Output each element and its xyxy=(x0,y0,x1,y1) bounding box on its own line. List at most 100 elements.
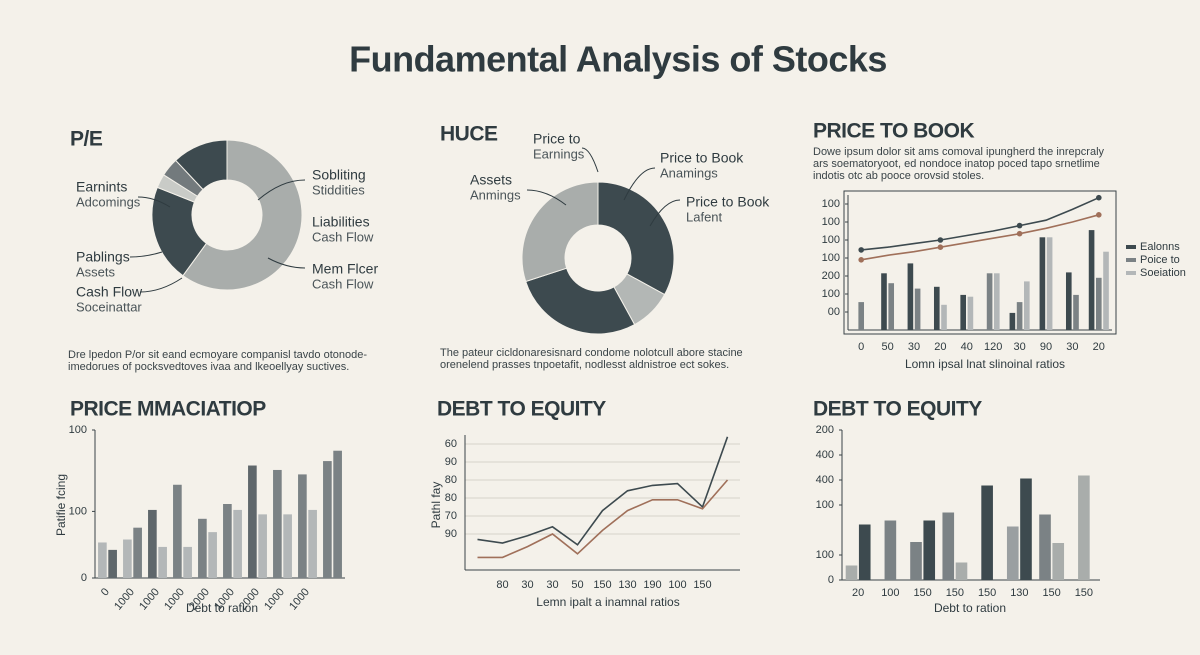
annotation-subtitle: Soceinattar xyxy=(76,299,142,314)
panel-title: HUCE xyxy=(440,123,498,146)
x-tick-label: 30 xyxy=(1013,341,1025,353)
annotation-title: Cash Flow xyxy=(76,284,143,300)
y-tick-label: 100 xyxy=(822,198,840,210)
x-tick-label: 100 xyxy=(881,587,899,599)
leader-line xyxy=(267,257,306,269)
x-tick-label: 150 xyxy=(1042,587,1060,599)
bar xyxy=(133,527,142,578)
y-tick-label: 90 xyxy=(445,528,457,540)
leader-line xyxy=(139,277,183,293)
annotation-subtitle: Stiddities xyxy=(312,182,365,197)
page-title: Fundamental Analysis of Stocks xyxy=(349,39,887,80)
line-point xyxy=(858,257,864,263)
x-tick-label: 0 xyxy=(99,586,112,598)
y-tick-label: 70 xyxy=(445,510,457,522)
donut-segment xyxy=(597,181,675,296)
x-tick-label: 100 xyxy=(668,579,686,591)
panel-title: DEBT TO EQUITY xyxy=(813,398,982,421)
x-tick-label: 1000 xyxy=(112,586,137,612)
y-tick-label: 400 xyxy=(816,474,834,486)
bar xyxy=(1009,312,1016,330)
donut-segment xyxy=(525,267,636,335)
leader-line xyxy=(623,167,656,201)
x-tick-label: 30 xyxy=(546,579,558,591)
x-tick-label: 50 xyxy=(881,341,893,353)
line-point xyxy=(1016,222,1023,229)
annotation-title: Pablings xyxy=(76,249,130,265)
bar xyxy=(910,542,922,580)
annotation-subtitle: Assets xyxy=(76,264,116,279)
bar xyxy=(98,542,107,578)
legend-label: Poice to xyxy=(1140,254,1180,266)
bar xyxy=(845,565,858,580)
annotation-subtitle: Adcomings xyxy=(76,194,141,209)
bar xyxy=(1095,277,1102,330)
bar xyxy=(1039,514,1051,580)
bar xyxy=(881,273,887,330)
bar xyxy=(1073,294,1079,330)
line xyxy=(861,214,1100,261)
x-tick-label: 1000 xyxy=(162,586,187,612)
y-tick-label: 100 xyxy=(816,499,834,511)
bar xyxy=(323,461,332,578)
annotation-subtitle: Cash Flow xyxy=(312,276,374,291)
legend-swatch xyxy=(1126,245,1136,249)
bar xyxy=(108,549,117,578)
legend-swatch xyxy=(1126,258,1136,262)
legend-label: Soeiation xyxy=(1140,267,1186,279)
annotation-subtitle: Anmings xyxy=(470,187,521,202)
description: ars soematoryoot, ed nondoce inatop poce… xyxy=(813,158,1100,170)
plot-frame xyxy=(843,190,1117,335)
y-tick-label: 200 xyxy=(816,424,834,436)
x-axis-label: Lemn ipalt a inamnal ratios xyxy=(536,595,679,609)
bar xyxy=(208,532,217,578)
x-tick-label: 1000 xyxy=(262,586,287,612)
y-tick-label: 200 xyxy=(822,270,840,282)
leader-line xyxy=(129,251,163,258)
y-tick-label: 80 xyxy=(445,492,457,504)
bar xyxy=(148,509,157,578)
bar xyxy=(1103,251,1109,330)
y-tick-label: 90 xyxy=(445,456,457,468)
description: indotis otc ab pooce orovsid stoles. xyxy=(813,170,984,182)
panel-title: PRICE MMACIATIOP xyxy=(70,398,266,421)
bar xyxy=(1046,237,1053,330)
y-tick-label: 00 xyxy=(828,306,840,318)
annotation-title: Price to Book xyxy=(686,194,770,210)
y-tick-label: 80 xyxy=(445,474,457,486)
annotation-subtitle: Anamings xyxy=(660,165,718,180)
x-tick-label: 150 xyxy=(978,587,996,599)
line xyxy=(861,196,1100,251)
line-point xyxy=(858,247,864,253)
x-axis-label: Lomn ipsal lnat slinoinal ratios xyxy=(905,357,1065,371)
line-point xyxy=(1096,194,1102,201)
x-tick-label: 20 xyxy=(852,587,864,599)
bar xyxy=(941,304,947,330)
bar xyxy=(233,509,242,578)
bar xyxy=(273,469,282,578)
leader-line xyxy=(526,189,567,206)
x-tick-label: 150 xyxy=(593,579,611,591)
bar xyxy=(888,283,895,330)
bar xyxy=(858,302,865,330)
description: The pateur cicldonaresisnard condome nol… xyxy=(440,347,743,359)
bar xyxy=(1088,230,1095,330)
donut-segment xyxy=(182,139,303,291)
y-tick-label: 100 xyxy=(822,252,840,264)
bar xyxy=(308,509,317,578)
y-tick-label: 100 xyxy=(69,505,87,517)
annotation-title: Price to Book xyxy=(660,150,744,166)
y-tick-label: 400 xyxy=(816,449,834,461)
leader-line xyxy=(137,196,171,208)
donut-segment xyxy=(521,181,599,283)
annotation-subtitle: Lafent xyxy=(686,209,723,224)
y-tick-label: 60 xyxy=(445,438,457,450)
line xyxy=(477,479,729,559)
x-tick-label: 190 xyxy=(643,579,661,591)
bar xyxy=(1006,526,1019,580)
annotation-subtitle: Cash Flow xyxy=(312,229,374,244)
y-tick-label: 100 xyxy=(822,216,840,228)
panel-title: DEBT TO EQUITY xyxy=(437,398,606,421)
annotation-title: Price to xyxy=(533,131,581,147)
